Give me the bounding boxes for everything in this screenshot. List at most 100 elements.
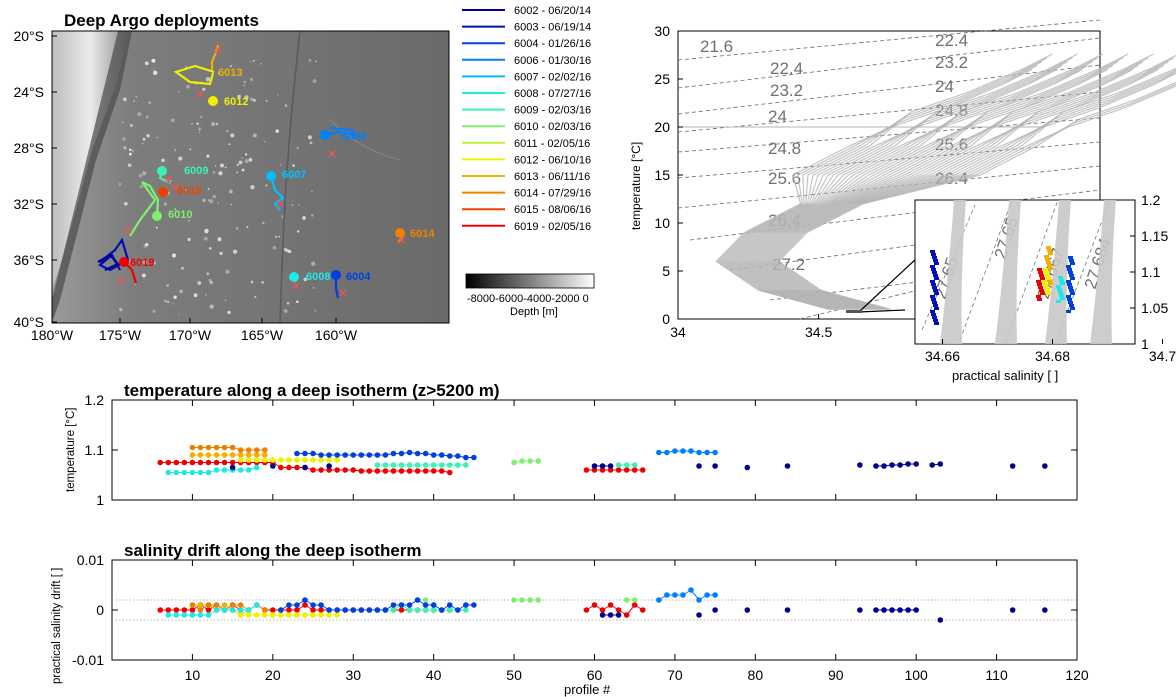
point-6012 (237, 457, 244, 463)
point-6004 (358, 452, 365, 458)
inset-point (933, 259, 938, 262)
point-6009 (446, 607, 453, 613)
point-6002 (302, 464, 308, 471)
seamount (134, 283, 137, 286)
point-6002 (599, 612, 606, 618)
seamount (217, 237, 222, 242)
ts-profile (727, 61, 1068, 310)
map-label-6010: 6010 (168, 209, 192, 221)
point-6012 (253, 457, 260, 463)
point-6019 (318, 467, 324, 473)
point-6012 (326, 612, 332, 618)
map-title: Deep Argo deployments (64, 11, 259, 30)
y-tick-label: 1.2 (85, 392, 105, 408)
inset-profile-band (940, 200, 966, 344)
temperature-panel: temperature along a deep isotherm (z>520… (65, 381, 1078, 508)
y-tick-label: 0.01 (77, 552, 104, 568)
ts-y-tick-label: 0 (662, 311, 670, 327)
point-6004 (374, 452, 381, 458)
map-label-6004: 6004 (346, 271, 371, 283)
ts-profile (772, 67, 1176, 310)
sal-series (157, 587, 1048, 623)
inset-point (1058, 291, 1063, 294)
inset-point (934, 322, 939, 325)
track-6006 (324, 126, 358, 137)
point-6019 (615, 607, 622, 613)
point-6009 (414, 462, 421, 468)
point-6019 (270, 607, 276, 613)
seamount (155, 226, 158, 229)
seamount (272, 245, 277, 250)
point-6008 (245, 467, 252, 473)
point-6004 (318, 452, 324, 458)
point-6019 (350, 467, 357, 473)
point-6019 (221, 459, 228, 466)
point-6019 (165, 607, 172, 613)
seamount (129, 123, 133, 127)
point-6006 (696, 597, 702, 603)
point-6019 (591, 467, 598, 473)
inset-point (933, 289, 938, 292)
inset-point (933, 304, 938, 307)
point-6002 (1009, 463, 1016, 469)
seamount (249, 97, 254, 102)
point-6004 (342, 607, 349, 613)
x-tick-label: 120 (1065, 667, 1089, 683)
point-6019 (374, 468, 381, 474)
point-6012 (286, 457, 292, 463)
seamount (309, 141, 313, 145)
point-6004 (430, 452, 437, 458)
point-6004 (310, 602, 316, 608)
inset-point (1070, 277, 1075, 280)
seamount (307, 135, 312, 140)
float-marker-6009 (157, 166, 167, 176)
float-legend: 6002 - 06/20/14 6003 - 06/19/14 6004 - 01/… (462, 5, 591, 233)
inset-point (932, 316, 937, 319)
seamount (145, 242, 149, 247)
inset-xlabel: practical salinity [ ] (952, 368, 1058, 383)
point-6002 (913, 461, 919, 467)
seamount (248, 157, 253, 162)
inset-point (1060, 282, 1065, 285)
seamount (127, 163, 132, 167)
point-6004 (294, 450, 300, 457)
inset-point (931, 268, 936, 271)
map-frame (51, 30, 450, 324)
ts-profile-cloud (678, 53, 1176, 310)
point-6013 (229, 452, 236, 458)
seamount (166, 283, 170, 287)
point-6012 (245, 457, 252, 463)
point-6019 (615, 467, 622, 473)
point-6012 (334, 457, 340, 463)
point-6006 (664, 449, 670, 456)
inset-point (1047, 264, 1052, 267)
seamount (148, 101, 151, 104)
point-6019 (189, 459, 196, 466)
point-6008 (181, 469, 188, 476)
point-6004 (334, 452, 340, 458)
point-6004 (326, 607, 332, 613)
isopycnal-label: 22.4 (770, 59, 803, 78)
seamount (152, 68, 155, 71)
point-6006 (704, 592, 710, 598)
lon-tick-label: 160°W (315, 327, 358, 343)
point-6006 (688, 448, 694, 454)
point-6010 (519, 458, 525, 464)
seamount (225, 269, 230, 274)
seamount (174, 208, 177, 211)
point-6004 (471, 602, 477, 608)
inset-point (931, 253, 936, 256)
seamount (169, 180, 172, 182)
inset-point (930, 280, 935, 283)
point-6019 (406, 468, 413, 474)
seamount (230, 203, 233, 206)
deploy-x-6008: × (291, 279, 302, 294)
ts-profile (762, 57, 1174, 310)
legend-label-6013: 6013 - 06/11/16 (514, 171, 590, 183)
point-6009 (398, 462, 405, 468)
point-6012 (270, 612, 276, 618)
seamount (168, 182, 171, 184)
seamount (118, 182, 122, 186)
